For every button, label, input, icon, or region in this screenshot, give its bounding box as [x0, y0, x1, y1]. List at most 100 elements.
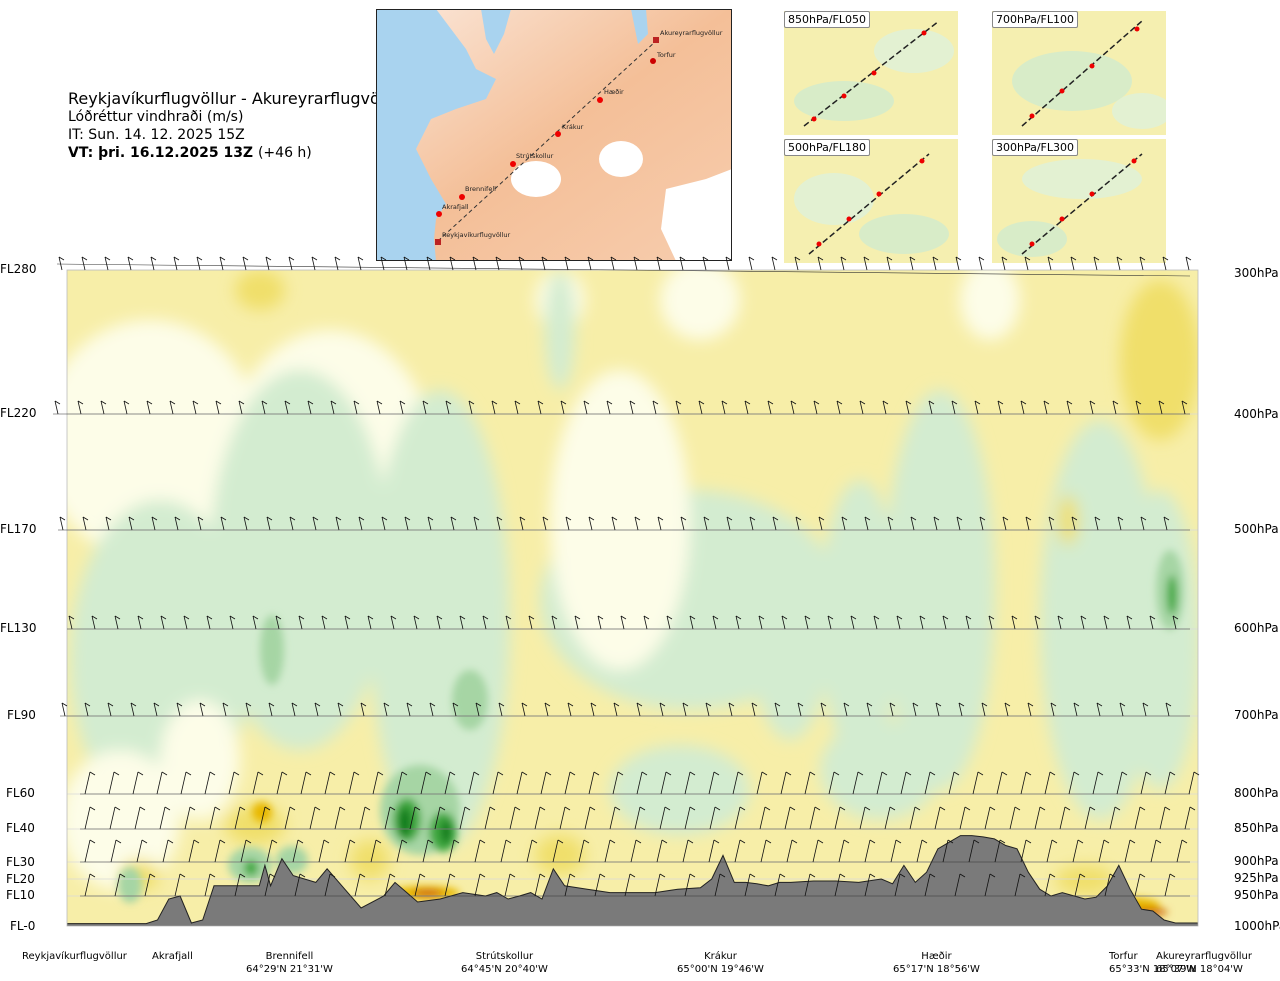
- wind-barb: [1039, 806, 1046, 811]
- wind-barb: [115, 839, 122, 844]
- wind-barb: [1163, 516, 1170, 521]
- fl-label: FL10: [6, 888, 35, 902]
- wind-barb: [179, 873, 186, 878]
- wind-barb: [114, 615, 119, 630]
- wind-barb: [617, 771, 624, 776]
- wind-barb: [786, 839, 793, 863]
- wind-barb: [1020, 400, 1025, 415]
- wind-barb: [541, 256, 546, 271]
- wind-barb: [973, 839, 980, 844]
- wind-barb: [744, 873, 751, 897]
- vertical-velocity-core: [441, 820, 451, 844]
- wind-barb: [206, 615, 213, 620]
- wind-barb: [199, 702, 204, 717]
- wind-barb: [505, 615, 510, 630]
- wind-barb: [954, 873, 961, 897]
- wind-barb: [266, 516, 271, 531]
- wind-barb: [744, 400, 749, 415]
- wind-barb: [702, 256, 707, 271]
- wind-barb: [139, 806, 146, 811]
- wind-barb: [500, 839, 507, 863]
- wind-barb: [682, 702, 689, 707]
- wind-barb: [545, 771, 552, 776]
- wind-barb: [1140, 771, 1147, 795]
- wind-barb: [682, 702, 687, 717]
- wind-barb: [234, 806, 241, 830]
- wind-barb: [951, 400, 956, 415]
- wind-barb: [1011, 615, 1016, 630]
- wind-barb: [665, 771, 672, 776]
- wind-barb: [1126, 615, 1133, 620]
- wind-barb: [403, 256, 408, 271]
- wind-barb: [1126, 615, 1131, 630]
- wind-barb: [294, 873, 301, 897]
- wind-barb: [614, 806, 621, 811]
- wind-barb: [1097, 771, 1104, 776]
- wind-barb: [1073, 702, 1080, 707]
- wind-barb: [751, 702, 756, 717]
- wind-barb: [756, 771, 763, 795]
- wind-barb: [1169, 873, 1176, 878]
- wind-barb: [809, 806, 816, 830]
- vertical-velocity-area: [235, 270, 285, 310]
- wind-barb: [912, 702, 917, 717]
- vertical-velocity-area: [535, 835, 585, 875]
- wind-barb: [376, 400, 383, 405]
- wind-barb: [1027, 702, 1032, 717]
- wind-barb: [890, 839, 897, 863]
- wind-barb: [1002, 516, 1009, 521]
- wind-barb: [427, 516, 432, 531]
- wind-barb: [666, 615, 671, 630]
- waypoint-haedir: [597, 97, 603, 103]
- wind-barb: [1048, 516, 1055, 521]
- wind-barb: [119, 873, 126, 878]
- wind-barb: [324, 771, 331, 795]
- wind-barb: [491, 400, 498, 405]
- wind-barb: [114, 873, 121, 897]
- wind-barb: [335, 516, 340, 531]
- wind-barb: [219, 256, 224, 271]
- wind-barb: [245, 702, 252, 707]
- wind-barb: [636, 702, 643, 707]
- wind-barb: [881, 771, 888, 776]
- wind-barb: [399, 400, 404, 415]
- wind-barb: [89, 806, 96, 811]
- wind-barb: [928, 400, 935, 405]
- wind-barb: [146, 400, 153, 405]
- wind-barb: [924, 771, 931, 795]
- wind-barb: [843, 839, 850, 844]
- wind-barb: [896, 615, 901, 630]
- wind-barb: [652, 400, 659, 405]
- wind-barb: [453, 839, 460, 844]
- wind-barb: [220, 516, 227, 521]
- wind-barb: [1079, 873, 1086, 878]
- wind-barb: [353, 400, 358, 415]
- wind-barb: [564, 873, 571, 897]
- wind-barb: [474, 873, 481, 897]
- wind-barb: [473, 516, 478, 531]
- vertical-velocity-area: [550, 370, 690, 670]
- wind-barb: [863, 256, 870, 261]
- wind-barb: [1020, 771, 1027, 795]
- wind-barb: [238, 400, 245, 405]
- wind-barb: [689, 806, 696, 811]
- wind-barb: [689, 771, 696, 776]
- wind-barb: [933, 516, 938, 531]
- wind-barb: [1004, 702, 1011, 707]
- wind-barb: [687, 839, 694, 844]
- wind-barb: [107, 702, 112, 717]
- wind-barb: [850, 615, 857, 620]
- wind-barb: [624, 873, 631, 897]
- wind-barb: [206, 615, 211, 630]
- wind-barb: [1142, 702, 1147, 717]
- wind-barb: [450, 516, 457, 521]
- wind-barb: [634, 806, 641, 830]
- wind-barb: [298, 615, 305, 620]
- wind-barb: [1181, 839, 1188, 844]
- wind-barb: [1140, 516, 1147, 521]
- vertical-velocity-area: [885, 390, 995, 790]
- wind-barb: [804, 615, 809, 630]
- wind-barb: [84, 771, 91, 795]
- wind-barb: [833, 771, 840, 776]
- wind-barb: [1048, 516, 1053, 531]
